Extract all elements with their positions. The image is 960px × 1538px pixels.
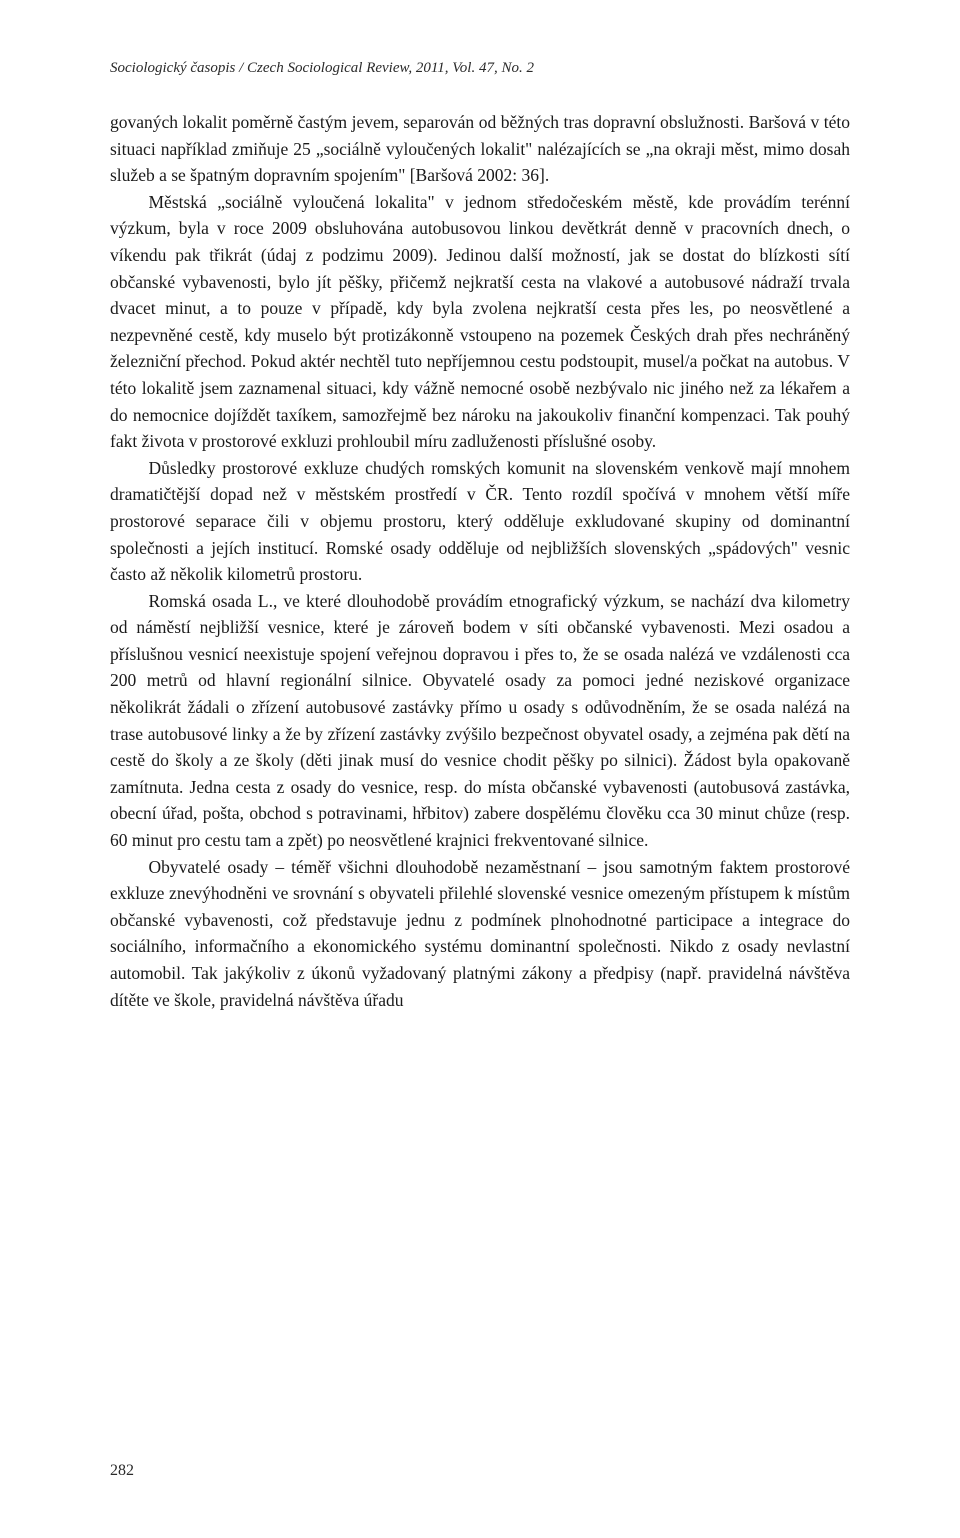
journal-header: Sociologický časopis / Czech Sociologica… xyxy=(110,60,850,77)
article-body: govaných lokalit poměrně častým jevem, s… xyxy=(110,109,850,1013)
paragraph-1: govaných lokalit poměrně častým jevem, s… xyxy=(110,109,850,189)
paragraph-2: Městská „sociálně vyloučená lokalita" v … xyxy=(110,189,850,455)
paragraph-3: Důsledky prostorové exkluze chudých roms… xyxy=(110,455,850,588)
paragraph-5: Obyvatelé osady – téměř všichni dlouhodo… xyxy=(110,854,850,1014)
paragraph-4: Romská osada L., ve které dlouhodobě pro… xyxy=(110,588,850,854)
page-number: 282 xyxy=(110,1462,134,1480)
